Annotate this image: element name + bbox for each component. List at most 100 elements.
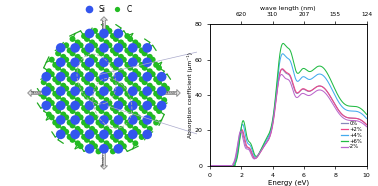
Circle shape bbox=[98, 94, 104, 100]
Circle shape bbox=[132, 97, 138, 103]
+2% bbox=[280, 68, 285, 70]
0% bbox=[284, 72, 288, 74]
Circle shape bbox=[113, 72, 123, 81]
Circle shape bbox=[63, 129, 69, 135]
Circle shape bbox=[75, 140, 81, 146]
Circle shape bbox=[156, 94, 162, 100]
Circle shape bbox=[113, 36, 119, 42]
+2% bbox=[360, 120, 364, 122]
Circle shape bbox=[157, 101, 166, 110]
Circle shape bbox=[96, 105, 101, 111]
Circle shape bbox=[121, 143, 127, 149]
Circle shape bbox=[81, 105, 87, 111]
Circle shape bbox=[63, 42, 69, 48]
+6% bbox=[284, 45, 288, 47]
Circle shape bbox=[110, 105, 116, 111]
Circle shape bbox=[70, 72, 80, 81]
Circle shape bbox=[124, 120, 130, 126]
0% bbox=[280, 68, 284, 70]
Circle shape bbox=[143, 72, 152, 81]
Circle shape bbox=[118, 83, 124, 89]
Circle shape bbox=[113, 29, 123, 38]
Circle shape bbox=[128, 43, 138, 53]
Circle shape bbox=[107, 129, 112, 135]
Circle shape bbox=[96, 47, 101, 53]
Circle shape bbox=[147, 68, 153, 74]
Circle shape bbox=[128, 129, 138, 139]
Circle shape bbox=[49, 100, 55, 106]
Circle shape bbox=[99, 144, 109, 154]
Circle shape bbox=[81, 76, 87, 82]
Circle shape bbox=[81, 33, 87, 39]
Line: +6%: +6% bbox=[210, 44, 367, 166]
Circle shape bbox=[118, 68, 124, 74]
Circle shape bbox=[107, 100, 112, 106]
Circle shape bbox=[139, 62, 145, 68]
-2% bbox=[208, 164, 212, 167]
Circle shape bbox=[70, 65, 76, 71]
Circle shape bbox=[142, 65, 147, 71]
+6% bbox=[280, 44, 284, 46]
Circle shape bbox=[113, 101, 123, 110]
Circle shape bbox=[56, 57, 65, 67]
Circle shape bbox=[60, 126, 66, 132]
Circle shape bbox=[60, 54, 66, 60]
-2% bbox=[215, 164, 220, 167]
Circle shape bbox=[77, 143, 84, 149]
Circle shape bbox=[98, 36, 104, 42]
Circle shape bbox=[135, 129, 141, 135]
Circle shape bbox=[121, 114, 127, 120]
Circle shape bbox=[55, 65, 61, 71]
Circle shape bbox=[139, 91, 145, 97]
Text: Strain: Strain bbox=[31, 91, 43, 95]
Circle shape bbox=[142, 122, 147, 128]
Circle shape bbox=[135, 114, 141, 120]
Circle shape bbox=[98, 65, 104, 71]
Circle shape bbox=[124, 62, 130, 68]
Circle shape bbox=[42, 86, 51, 96]
Circle shape bbox=[96, 62, 101, 68]
Circle shape bbox=[128, 115, 138, 125]
Circle shape bbox=[98, 79, 104, 85]
+2% bbox=[215, 164, 220, 167]
Circle shape bbox=[49, 71, 55, 77]
+4% bbox=[331, 91, 336, 93]
Circle shape bbox=[70, 137, 76, 143]
+6% bbox=[360, 109, 364, 111]
Circle shape bbox=[67, 62, 73, 68]
Circle shape bbox=[127, 50, 133, 56]
Circle shape bbox=[99, 29, 109, 38]
Circle shape bbox=[153, 91, 159, 97]
Circle shape bbox=[75, 39, 81, 45]
Circle shape bbox=[143, 57, 152, 67]
+6% bbox=[364, 113, 369, 116]
Circle shape bbox=[92, 129, 98, 135]
Circle shape bbox=[81, 91, 87, 97]
Circle shape bbox=[70, 129, 80, 139]
Circle shape bbox=[143, 43, 152, 53]
Line: 0%: 0% bbox=[210, 69, 367, 166]
Circle shape bbox=[113, 43, 123, 53]
+2% bbox=[280, 68, 284, 70]
Circle shape bbox=[113, 129, 123, 139]
Circle shape bbox=[70, 94, 76, 100]
Circle shape bbox=[84, 50, 90, 56]
Circle shape bbox=[46, 112, 52, 118]
Circle shape bbox=[113, 57, 123, 67]
Circle shape bbox=[55, 94, 61, 100]
Circle shape bbox=[98, 122, 104, 128]
Circle shape bbox=[128, 86, 138, 96]
Circle shape bbox=[56, 43, 65, 53]
Circle shape bbox=[67, 91, 73, 97]
Circle shape bbox=[99, 86, 109, 96]
Circle shape bbox=[157, 72, 166, 81]
+4% bbox=[208, 164, 212, 167]
Circle shape bbox=[81, 47, 87, 53]
Circle shape bbox=[104, 83, 110, 89]
Circle shape bbox=[110, 91, 116, 97]
Circle shape bbox=[113, 50, 119, 56]
Circle shape bbox=[118, 126, 124, 132]
0% bbox=[208, 164, 212, 167]
Circle shape bbox=[156, 108, 162, 114]
Circle shape bbox=[75, 68, 81, 74]
